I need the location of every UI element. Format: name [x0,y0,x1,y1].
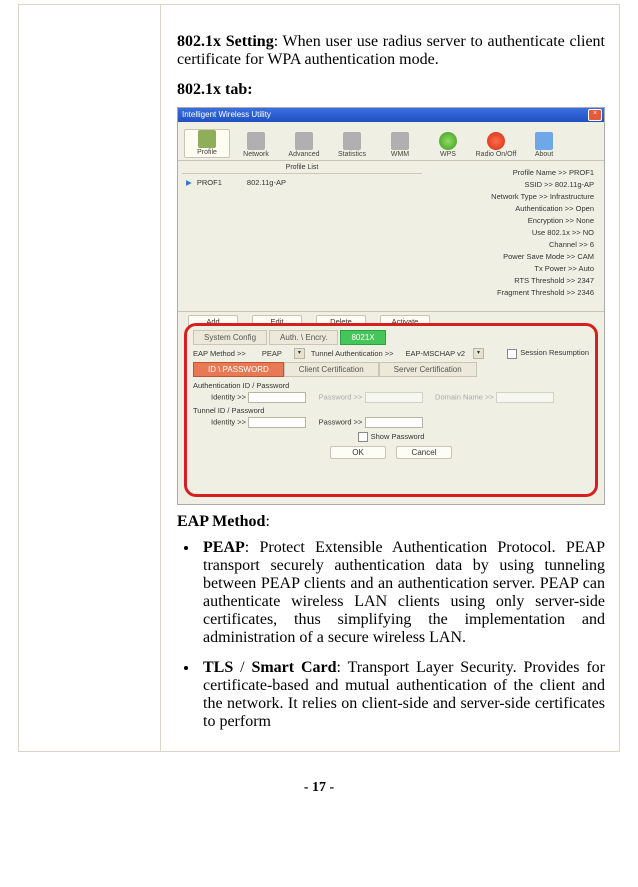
show-password-checkbox[interactable] [358,432,368,442]
tab-statistics[interactable]: Statistics [330,132,374,158]
right-column: 802.1x Setting: When user use radius ser… [161,5,620,752]
left-column [19,5,161,752]
arrow-icon: ▶ [186,178,192,187]
tunnel-id-group: Tunnel ID / Password Identity >> Passwor… [193,406,589,428]
tab-8021x[interactable]: 8021X [340,330,385,345]
wireless-utility-screenshot: Intelligent Wireless Utility × Profile N… [177,107,605,505]
tab-profile[interactable]: Profile [184,129,230,158]
subtab-server-cert[interactable]: Server Certification [379,362,477,377]
tunnel-password-input[interactable] [365,417,423,428]
tab-wps[interactable]: WPS [426,132,470,158]
chevron-down-icon[interactable]: ▾ [294,348,305,359]
ok-cancel-row: OK Cancel [193,446,589,459]
ok-button[interactable]: OK [330,446,386,459]
bullet-peap: PEAP: Protect Extensible Authentication … [199,539,605,647]
close-icon[interactable]: × [588,109,602,121]
intro-text: 802.1x Setting: When user use radius ser… [177,33,605,69]
tab-auth-encry[interactable]: Auth. \ Encry. [269,330,338,345]
tab-system-config[interactable]: System Config [193,330,267,345]
password-input[interactable] [365,392,423,403]
domain-input[interactable] [496,392,554,403]
subtabs: ID \ PASSWORD Client Certification Serve… [193,362,589,377]
tunnel-identity-input[interactable] [248,417,306,428]
eap-method-heading: EAP Method: [177,513,605,531]
chevron-down-icon[interactable]: ▾ [473,348,484,359]
inner-tabs: System Config Auth. \ Encry. 8021X [193,330,589,345]
tab-radio[interactable]: Radio On/Off [474,132,518,158]
bullet-tls: TLS / Smart Card: Transport Layer Securi… [199,659,605,731]
session-resumption-checkbox[interactable] [507,349,517,359]
profile-list-header: Profile List [182,164,422,174]
bullets-list: PEAP: Protect Extensible Authentication … [185,539,605,731]
subtab-client-cert[interactable]: Client Certification [284,362,379,377]
mid-panel: Profile List ▶ PROF1 802.11g-AP Profile … [178,161,604,312]
toolbar: Profile Network Advanced Statistics WMM … [178,122,604,161]
cancel-button[interactable]: Cancel [396,446,452,459]
tab-about[interactable]: About [522,132,566,158]
intro-bold: 802.1x Setting [177,33,274,50]
profile-list: Profile List ▶ PROF1 802.11g-AP [178,161,426,311]
highlighted-8021x-panel: System Config Auth. \ Encry. 8021X EAP M… [184,323,598,497]
profile-details: Profile Name >> PROF1 SSID >> 802.11g-AP… [426,161,604,311]
doc-table: 802.1x Setting: When user use radius ser… [18,4,620,752]
identity-input[interactable] [248,392,306,403]
tab-heading: 802.1x tab: [177,81,605,99]
subtab-id-password[interactable]: ID \ PASSWORD [193,362,284,377]
titlebar: Intelligent Wireless Utility × [178,108,604,122]
window-title: Intelligent Wireless Utility [182,108,271,122]
page-number: - 17 - [18,780,620,796]
tab-advanced[interactable]: Advanced [282,132,326,158]
auth-id-group: Authentication ID / Password Identity >>… [193,381,589,403]
tab-network[interactable]: Network [234,132,278,158]
tab-wmm[interactable]: WMM [378,132,422,158]
profile-row[interactable]: ▶ PROF1 802.11g-AP [182,177,422,188]
eap-row: EAP Method >> PEAP▾ Tunnel Authenticatio… [193,348,589,359]
